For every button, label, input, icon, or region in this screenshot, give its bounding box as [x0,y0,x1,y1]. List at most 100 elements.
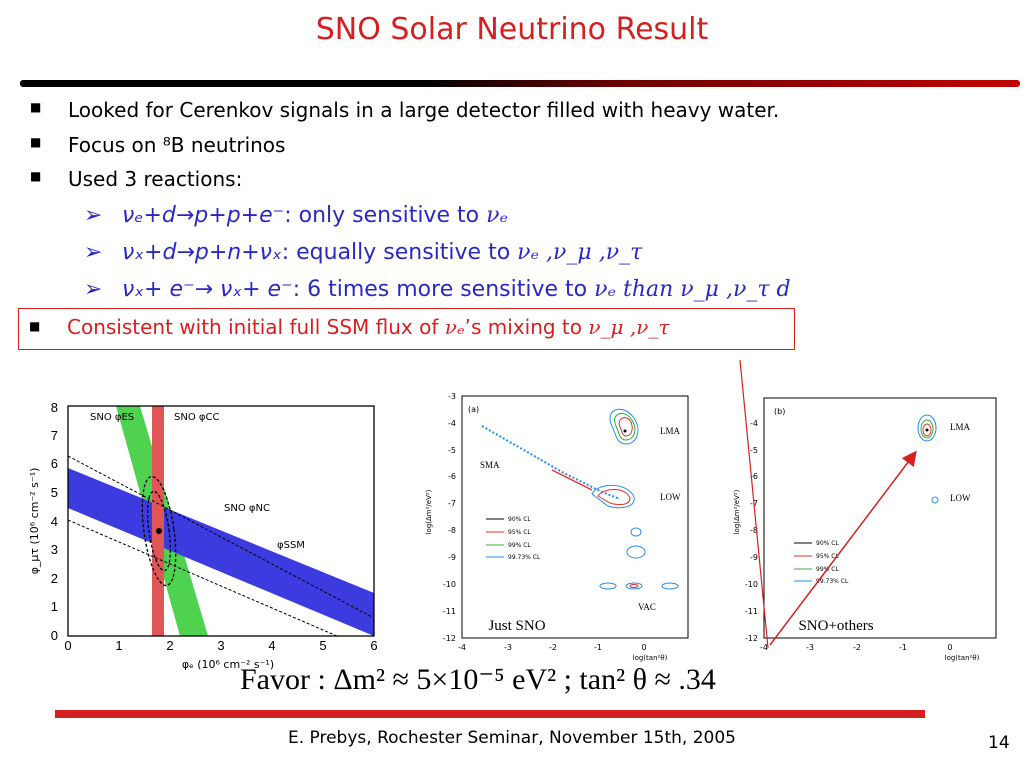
x-tick: -1 [594,643,602,652]
bullet-square-icon: ■ [30,135,42,149]
best-fit-point [156,528,162,534]
region-label-sma: SMA [480,460,500,470]
lma-contour [609,408,639,445]
ssm-label: φSSM [277,540,305,551]
arrow-bullet-icon: ➢ [84,203,103,228]
lma-contour [618,417,633,437]
y-tick: 4 [51,514,58,529]
x-tick: -3 [504,643,512,652]
lma-contour [614,412,636,441]
bullet-square-icon: ■ [29,319,41,333]
low-contour [597,489,631,506]
y-tick: -12 [745,634,758,643]
oscillation-plot-combined: (b) 90% CL 95% CL 99% CL 99.73% CL LMA L… [730,382,1010,666]
x-tick: 3 [217,638,224,653]
y-tick: -3 [448,392,456,401]
reaction-formula: νₓ+d→p+n+νₓ [122,240,282,265]
contour-ellipse [146,490,172,572]
vac-islands [599,527,679,590]
y-tick: -9 [750,553,758,562]
ssm-line-lower [68,519,339,636]
svg-text:95% CL: 95% CL [816,553,839,560]
y-tick: 8 [51,400,58,415]
svg-text:95% CL: 95% CL [508,529,531,536]
y-axis-label: log(Δm²/eV²) [425,489,433,534]
y-tick: -5 [750,446,758,455]
y-tick: 2 [51,571,58,586]
y-tick: -11 [745,607,758,616]
x-axis-label: log(tan²θ) [945,654,980,662]
cc-label: SNO φCC [174,412,219,423]
y-tick: -10 [745,580,758,589]
y-tick: -5 [448,446,456,455]
bullet-text: Looked for Cerenkov signals in a large d… [68,98,780,122]
bullet-square-icon: ■ [30,100,42,114]
x-tick: -3 [806,643,814,652]
y-tick: 3 [51,542,58,557]
reaction-text: : equally sensitive to [281,240,518,265]
conclusion-text: Consistent with initial full SSM flux of… [67,315,669,339]
y-tick: -9 [448,553,456,562]
nc-band [68,468,374,636]
y-tick: -8 [448,526,456,535]
x-tick: -4 [458,643,466,652]
plot-caption: Just SNO [488,618,545,634]
reaction-text: : only sensitive to [284,203,487,228]
svg-text:99.73% CL: 99.73% CL [816,578,849,585]
conclusion-prefix: Consistent with initial full SSM flux of [67,315,445,339]
conclusion-end: ν_μ ,ν_τ [588,315,670,339]
conclusion-box: ■ Consistent with initial full SSM flux … [18,308,795,350]
lma-contour [917,414,937,442]
reaction-formula: νₑ+d→p+p+e⁻ [122,203,285,228]
bullet-text: Focus on ⁸B neutrinos [68,133,286,157]
low-contour [931,496,939,504]
bullet-square-icon: ■ [30,169,42,183]
plot-caption: SNO+others [798,618,873,634]
y-tick: -4 [448,419,456,428]
x-axis-label: log(tan²θ) [633,654,668,662]
arrow-bullet-icon: ➢ [84,277,103,302]
y-tick: -12 [443,634,456,643]
svg-text:90% CL: 90% CL [816,540,839,547]
cc-band [152,406,164,636]
region-label-low: LOW [660,492,681,502]
reaction-end: νₑ ,ν_μ ,ν_τ [517,240,643,265]
lma-contour [920,419,934,439]
sma-region-inner [551,469,593,491]
x-tick: 0 [947,643,952,652]
oscillation-plot-sno: (a) 90% CL 95% CL 99% CL 99.73% CL LMA S… [422,382,696,666]
reaction-end: νₑ [486,203,508,228]
x-tick: 0 [64,638,71,653]
y-axis-label: φ_μτ (10⁶ cm⁻² s⁻¹) [28,468,41,575]
y-tick: -6 [448,472,456,481]
legend: 90% CL 95% CL 99% CL 99.73% CL [486,516,541,561]
low-contour [591,484,635,509]
y-tick: 0 [51,628,58,643]
x-tick: 2 [166,638,173,653]
y-tick: -11 [443,607,456,616]
contour-ellipse [141,475,177,587]
svg-text:90% CL: 90% CL [508,516,531,523]
region-label-lma: LMA [660,426,681,436]
flux-plot: 0 1 2 3 4 5 6 7 8 0 1 2 3 4 5 6 φₑ (10⁶ … [28,398,380,676]
x-tick: -2 [549,643,557,652]
conclusion-middle: ’s mixing to [464,315,589,339]
lma-contour [922,423,932,437]
lma-best-fit [623,429,627,433]
reaction-end: νₑ than ν_μ ,ν_τ d [594,277,791,302]
y-tick: -7 [448,499,456,508]
page-number: 14 [988,733,1010,753]
lma-best-fit [925,428,929,432]
panel-label: (a) [468,405,479,414]
y-tick: -8 [750,526,758,535]
nc-label: SNO φNC [224,503,270,514]
y-tick: -6 [750,472,758,481]
x-tick: 6 [370,638,377,653]
slide-title: SNO Solar Neutrino Result [315,12,709,47]
reaction-text: : 6 times more sensitive to [292,277,595,302]
x-tick: 4 [268,638,275,653]
footer-text: E. Prebys, Rochester Seminar, November 1… [287,728,736,748]
ssm-line-upper [68,455,374,619]
x-axis-label: φₑ (10⁶ cm⁻² s⁻¹) [182,658,274,671]
reaction-formula: νₓ+ e⁻→ νₓ+ e⁻ [122,277,293,302]
